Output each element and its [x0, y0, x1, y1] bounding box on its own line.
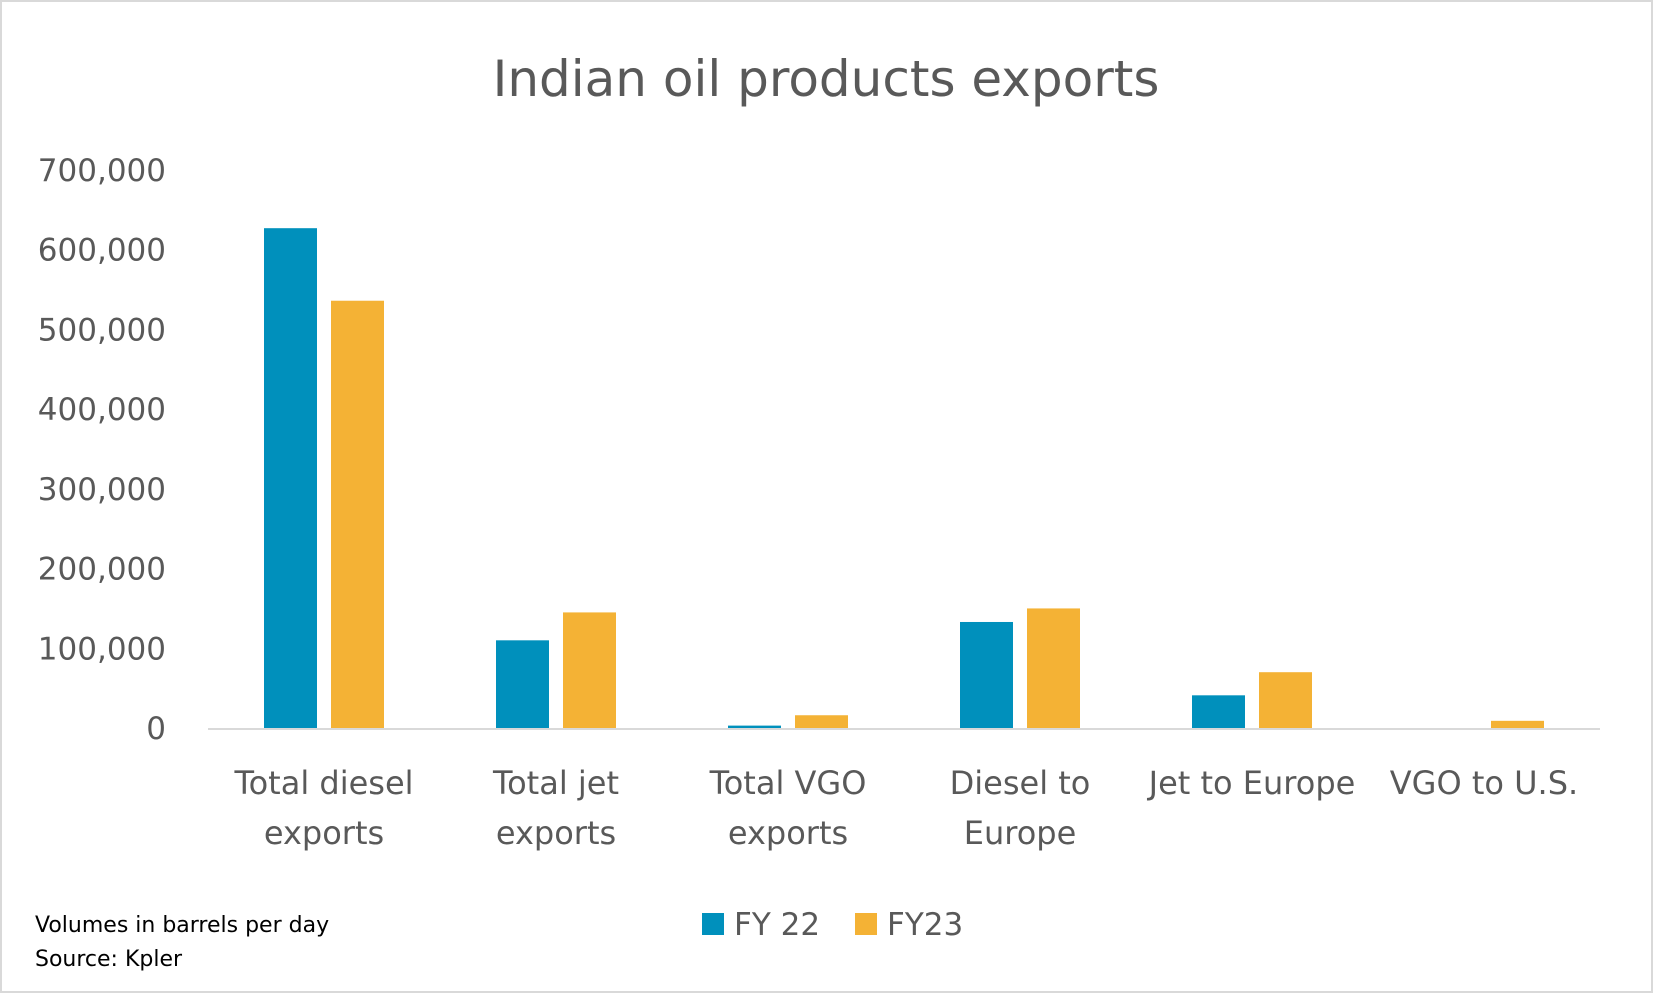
category-label: Total VGO [709, 764, 867, 802]
y-tick-label: 200,000 [38, 552, 166, 588]
y-tick-label: 400,000 [38, 392, 166, 428]
bar-fy23-1 [563, 612, 616, 728]
category-label: Jet to Europe [1147, 764, 1356, 802]
y-tick-label: 300,000 [38, 472, 166, 508]
y-tick-label: 600,000 [38, 233, 166, 269]
bar-fy23-0 [331, 300, 384, 728]
bar-fy23-5 [1491, 720, 1544, 728]
chart-title: Indian oil products exports [493, 50, 1160, 108]
y-tick-label: 500,000 [38, 312, 166, 348]
note-units: Volumes in barrels per day [35, 913, 329, 938]
category-label: Total jet [492, 764, 619, 802]
legend-swatch [855, 913, 877, 935]
category-label: VGO to U.S. [1390, 764, 1578, 802]
note-source: Source: Kpler [35, 947, 183, 972]
bar-fy22-2 [728, 725, 781, 728]
legend-swatch [702, 913, 724, 935]
bar-fy22-3 [960, 621, 1013, 728]
bar-fy22-4 [1192, 695, 1245, 728]
y-tick-label: 700,000 [38, 153, 166, 189]
bar-fy23-2 [795, 715, 848, 728]
category-label: exports [264, 814, 384, 852]
category-label: exports [728, 814, 848, 852]
category-label: exports [496, 814, 616, 852]
bar-fy23-4 [1259, 672, 1312, 728]
y-tick-label: 100,000 [38, 631, 166, 667]
bar-fy22-0 [264, 228, 317, 729]
category-label: Diesel to [950, 764, 1091, 802]
legend-label: FY 22 [734, 907, 820, 943]
legend-label: FY23 [887, 907, 963, 943]
category-label: Europe [964, 814, 1077, 852]
bar-fy22-1 [496, 640, 549, 728]
category-label: Total diesel [233, 764, 413, 802]
bar-fy23-3 [1027, 608, 1080, 728]
y-tick-label: 0 [146, 711, 166, 747]
